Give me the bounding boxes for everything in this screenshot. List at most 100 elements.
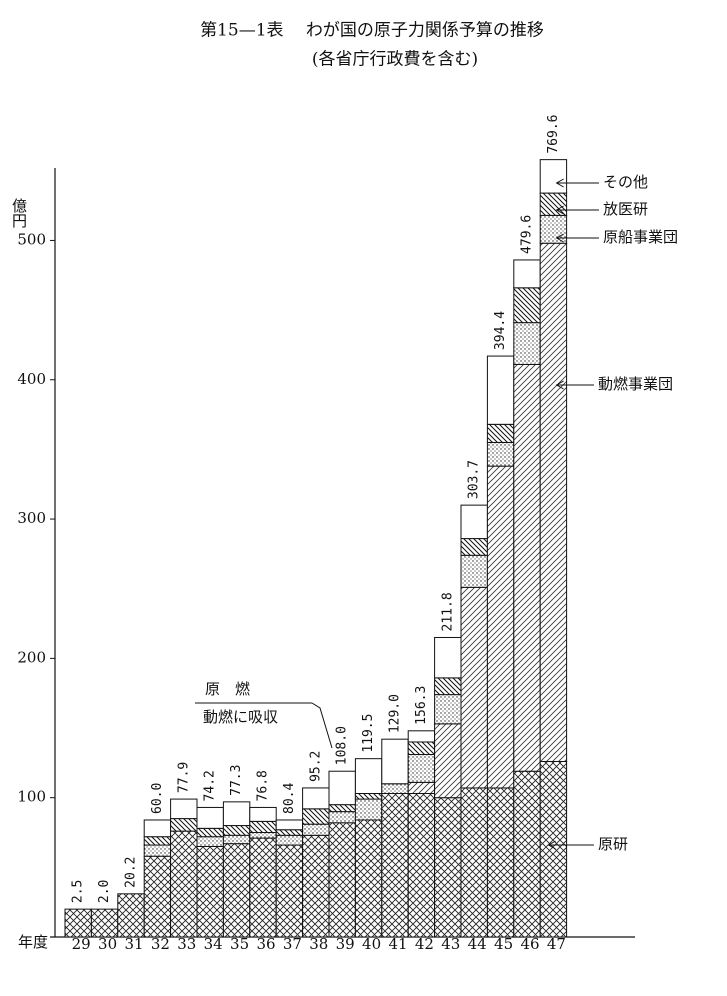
x-tick-label: 41 [388,935,407,953]
total-label: 77.3 [229,765,244,796]
legend-arrow [555,380,564,390]
bar-segment [486,465,515,789]
bar-segment [143,855,172,938]
bar-segment [434,636,462,679]
bar-segment [486,787,515,938]
bar-segment [328,822,356,938]
legend-arrow [547,840,556,850]
total-label: 80.4 [282,782,297,813]
bar-segment [354,758,383,795]
x-tick-label: 45 [494,935,513,953]
annotation-leader [311,702,333,749]
bar-segment [407,793,436,938]
legend-label: 動燃事業団 [598,375,673,393]
bar-segment [143,844,172,857]
bar-segment [275,819,304,831]
y-tick-label: 400 [17,370,46,388]
y-tick-label: 500 [17,230,46,248]
bar-segment [90,908,119,938]
x-tick-label: 42 [415,935,434,953]
legend-arrow [555,233,564,243]
x-tick-label: 34 [204,935,223,953]
x-tick-label: 33 [177,935,196,953]
total-label: 211.8 [440,592,455,631]
bar-segment [354,798,383,821]
bar-segment [486,423,515,443]
bar-segment [513,363,541,772]
bar-segment [222,843,251,938]
bar-segment [486,355,515,425]
x-tick-label: 43 [441,935,460,953]
x-tick-label: 31 [124,935,143,953]
legend-arrow [555,178,564,188]
y-tick-label: 100 [17,788,46,806]
bar-segment [196,836,224,847]
x-tick-label: 30 [98,935,117,953]
x-tick-label: 35 [230,935,249,953]
bar-segment [539,214,568,244]
bar-segment [539,159,568,194]
y-tick-label: 200 [17,648,46,666]
bar-segment [117,893,145,938]
bar-segment [460,504,488,540]
bar-segment [143,836,172,846]
annotation: 原 燃 [205,680,250,698]
legend-label: 放医研 [603,200,648,218]
bar-segment [539,192,568,216]
bar-segment [302,808,330,825]
legend-arrow [555,205,564,215]
y-tick-label: 300 [17,509,46,527]
bar-segment [328,811,356,824]
x-tick-label: 40 [362,935,381,953]
bar-segment [407,754,436,783]
bar-segment [460,586,488,789]
total-label: 769.6 [546,115,561,154]
legend-label: 原研 [598,835,628,853]
bar-segment [513,287,541,324]
bar-segment [539,242,568,762]
x-tick-label: 44 [468,935,487,953]
chart-title: 第15—1表 わが国の原子力関係予算の推移 [200,21,544,41]
bar-segment [460,538,488,556]
bar-segment [196,806,224,829]
bar-segment [513,770,541,938]
total-label: 119.5 [361,714,376,753]
bar-segment [460,787,488,938]
bar-segment [249,832,277,839]
total-label: 479.6 [520,215,535,254]
bar-segment [407,781,436,795]
bar-segment [434,797,462,938]
bar-segment [275,834,304,846]
total-label: 95.2 [308,751,323,782]
bar-segment [328,770,356,806]
bar-segment [486,441,515,467]
total-label: 303.7 [467,460,482,499]
bar-segment [249,837,277,938]
bar-segment [170,798,198,820]
bar-segment [434,677,462,696]
bar-segment [170,830,198,938]
total-label: 77.9 [176,762,191,793]
bar-segment [381,738,409,785]
bar-segment [275,829,304,836]
y-axis-label: 億円 [10,198,28,229]
x-tick-label: 39 [336,935,355,953]
x-tick-label: 29 [72,935,91,953]
bar-segment [222,825,251,836]
total-label: 129.0 [388,694,403,733]
x-tick-label: 32 [151,935,170,953]
bar-segment [513,259,541,289]
total-label: 74.2 [203,770,218,801]
bar-segment [143,819,172,838]
bar-segment [222,801,251,827]
total-label: 60.0 [150,783,165,814]
bar-segment [381,783,409,795]
bar-segment [196,827,224,838]
annotation: 動燃に吸収 [203,708,278,726]
bar-segment [434,694,462,725]
bar-segment [407,730,436,743]
bar-segment [302,823,330,836]
bar-segment [64,908,92,938]
bar-segment [539,760,568,938]
x-tick-label: 38 [309,935,328,953]
